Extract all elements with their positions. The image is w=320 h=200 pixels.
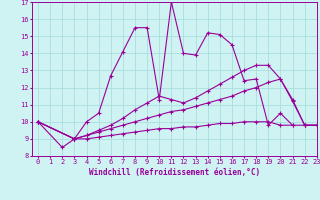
X-axis label: Windchill (Refroidissement éolien,°C): Windchill (Refroidissement éolien,°C) — [89, 168, 260, 177]
